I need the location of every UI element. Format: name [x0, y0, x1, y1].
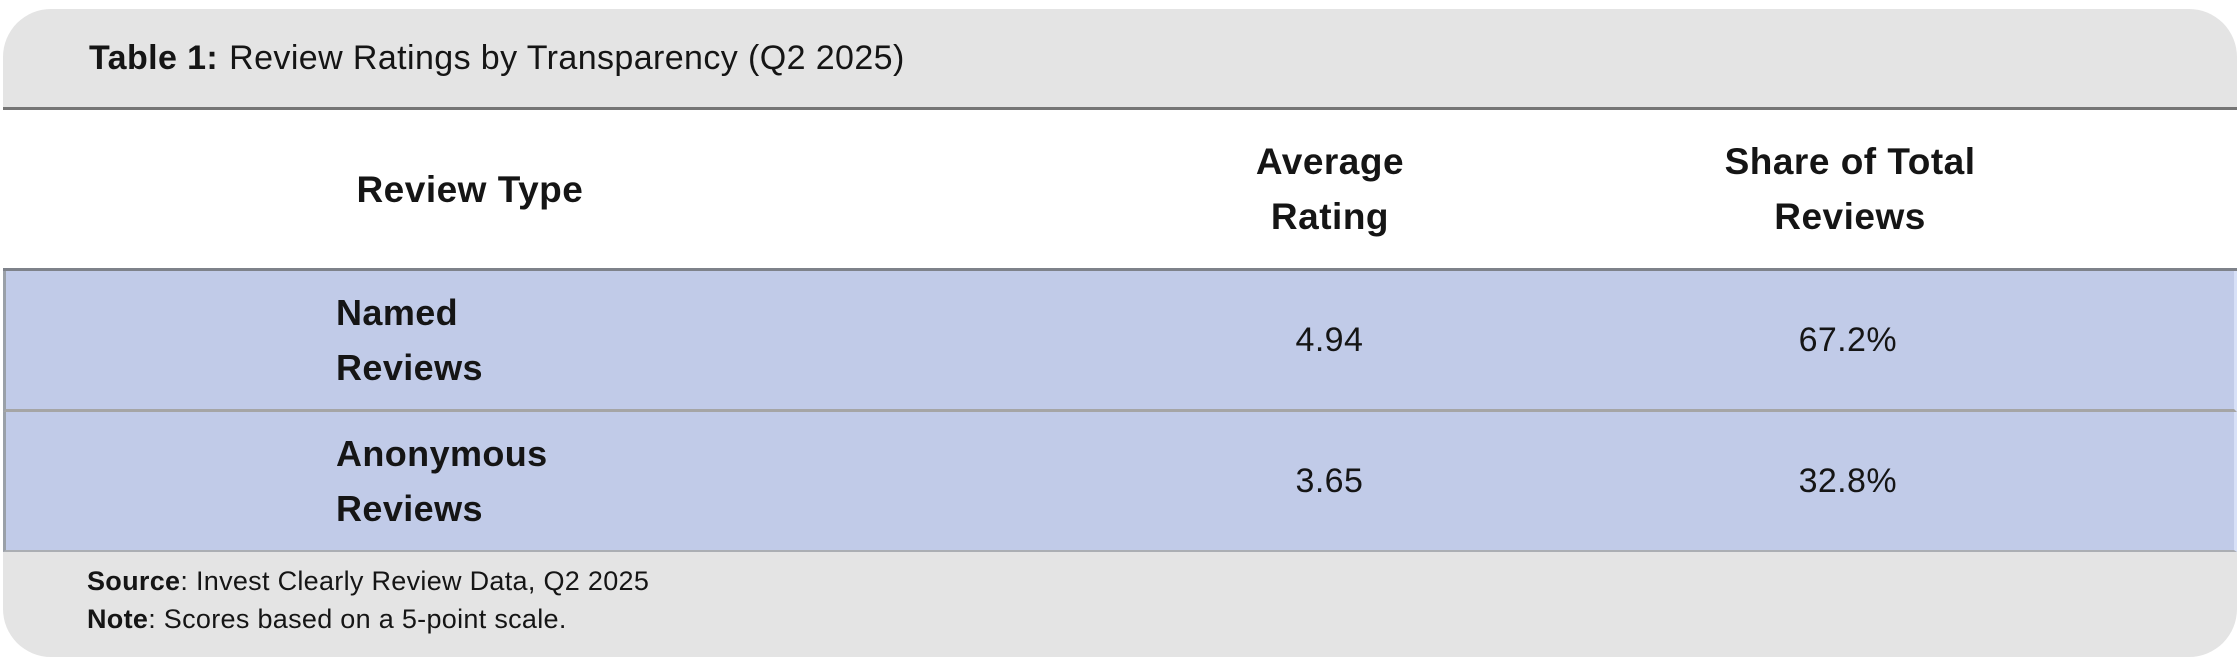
cell-text: Named	[336, 292, 459, 333]
page-title: Review Ratings by Transparency (Q2 2025)	[229, 38, 905, 77]
header-label: Reviews	[1774, 196, 1926, 237]
header-cell-review-type: Review Type	[3, 110, 937, 268]
cell-share-of-total: 67.2%	[1798, 320, 1897, 359]
title-bar: Table 1: Review Ratings by Transparency …	[3, 9, 2237, 110]
note-text: : Scores based on a 5-point scale.	[148, 604, 567, 634]
cell-average-rating: 3.65	[1295, 461, 1364, 500]
table-number-label: Table 1:	[89, 38, 219, 77]
table-footer: Source: Invest Clearly Review Data, Q2 2…	[3, 552, 2237, 657]
cell-text: Anonymous	[336, 433, 548, 474]
cell-review-type: Anonymous Reviews	[6, 412, 937, 550]
header-label: Average	[1255, 141, 1405, 182]
header-label: Rating	[1270, 196, 1390, 237]
header-cell-share-of-total: Share of Total Reviews	[1723, 110, 2237, 268]
header-cell-average-rating: Average Rating	[937, 110, 1723, 268]
header-label: Review Type	[356, 168, 584, 210]
table-row-named-reviews: Named Reviews 4.94 67.2%	[3, 271, 2237, 412]
cell-share-of-total: 32.8%	[1798, 461, 1897, 500]
note-line: Note: Scores based on a 5-point scale.	[87, 600, 2237, 638]
source-line: Source: Invest Clearly Review Data, Q2 2…	[87, 562, 2237, 600]
table-row-anonymous-reviews: Anonymous Reviews 3.65 32.8%	[3, 412, 2237, 552]
cell-text: Reviews	[336, 488, 483, 529]
note-label: Note	[87, 604, 149, 634]
cell-text: Reviews	[336, 347, 483, 388]
source-text: : Invest Clearly Review Data, Q2 2025	[180, 566, 650, 596]
cell-review-type: Named Reviews	[6, 271, 937, 409]
header-label: Share of Total	[1724, 141, 1976, 182]
source-label: Source	[87, 566, 181, 596]
table-card: Table 1: Review Ratings by Transparency …	[3, 9, 2237, 657]
table-header-row: Review Type Average Rating Share of Tota…	[3, 110, 2237, 271]
cell-average-rating: 4.94	[1295, 320, 1364, 359]
